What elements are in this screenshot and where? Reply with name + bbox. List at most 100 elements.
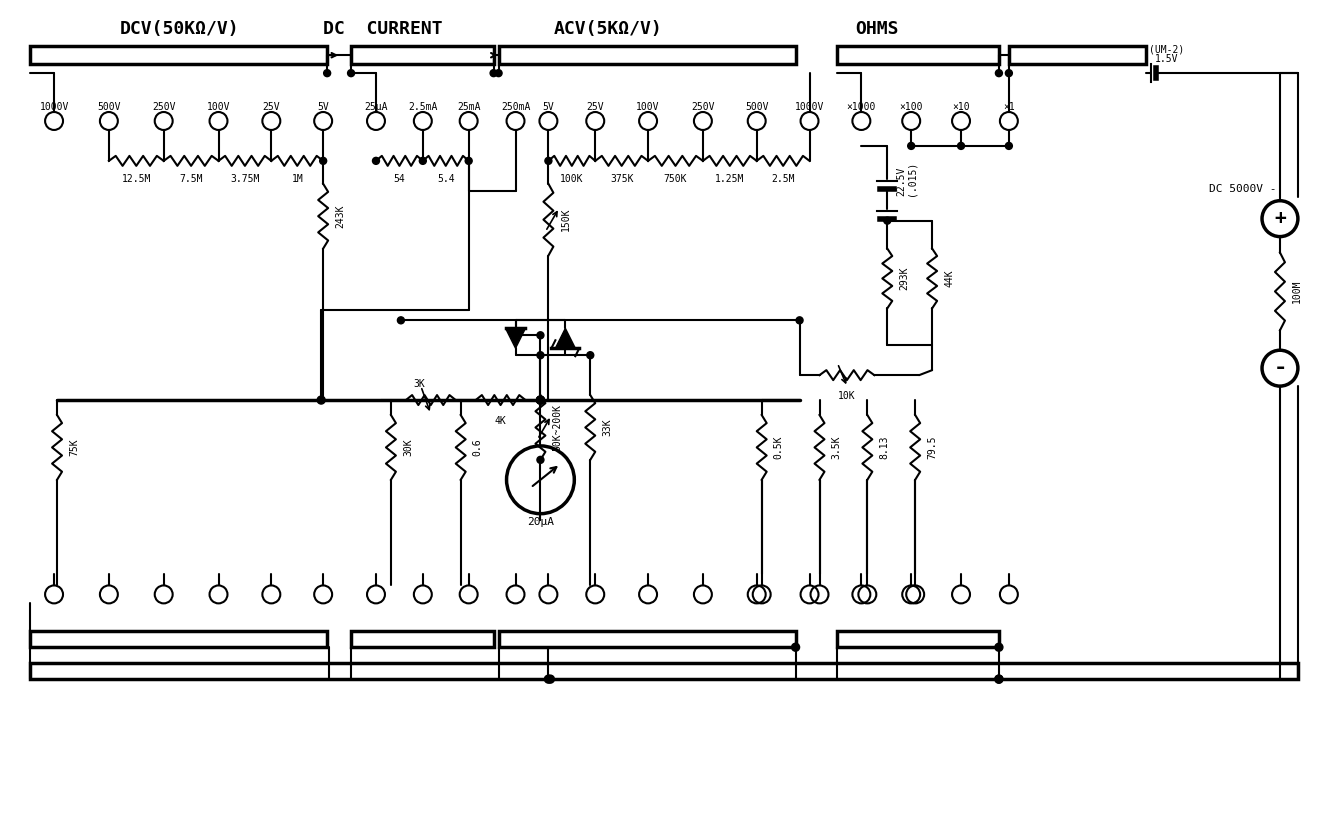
Text: 5V: 5V [318,102,329,112]
Text: 100K: 100K [561,174,583,184]
Text: 293K: 293K [900,266,909,291]
Text: DC 5000V -: DC 5000V - [1210,184,1277,194]
Bar [837,631,999,647]
Bar [30,631,327,647]
Circle shape [318,396,325,404]
Text: ACV(5KΩ/V): ACV(5KΩ/V) [554,20,662,38]
Circle shape [489,69,498,77]
Text: ×10: ×10 [952,102,970,112]
Text: 500V: 500V [746,102,768,112]
Text: 750K: 750K [664,174,687,184]
Circle shape [536,397,544,403]
Circle shape [995,676,1003,683]
Bar [499,631,795,647]
Text: 1M: 1M [291,174,303,184]
Text: 0.5K: 0.5K [774,436,783,459]
Circle shape [546,676,554,683]
Text: (UM-2): (UM-2) [1149,44,1184,54]
Text: 25mA: 25mA [457,102,480,112]
Text: 75K: 75K [68,438,79,456]
Text: 12.5M: 12.5M [122,174,152,184]
Circle shape [319,157,327,164]
Text: 10K: 10K [838,391,856,401]
Circle shape [373,157,380,164]
Bar [499,46,795,64]
Text: 25V: 25V [586,102,603,112]
Text: 33K: 33K [602,418,613,436]
Text: 0.6: 0.6 [472,438,483,456]
Bar [1008,46,1147,64]
Circle shape [995,643,1003,651]
Text: 79.5: 79.5 [927,436,937,459]
Text: 44K: 44K [944,270,953,287]
Text: 2.5M: 2.5M [771,174,795,184]
Circle shape [587,352,594,359]
Bar [837,46,999,64]
Circle shape [544,676,552,683]
Circle shape [908,143,915,149]
Text: 20μA: 20μA [527,517,554,527]
Circle shape [995,676,1003,683]
Bar [30,46,327,64]
Text: 50K~200K: 50K~200K [552,404,562,451]
Text: 22.5V: 22.5V [896,166,907,195]
Bar [351,631,493,647]
Polygon shape [506,328,526,348]
Text: 375K: 375K [610,174,633,184]
Text: 5.4: 5.4 [437,174,455,184]
Text: 54: 54 [393,174,405,184]
Text: 250mA: 250mA [500,102,530,112]
Circle shape [536,457,544,463]
Text: 3.5K: 3.5K [831,436,841,459]
Circle shape [1006,69,1012,77]
Bar [351,46,493,64]
Text: 250V: 250V [691,102,715,112]
Text: 5V: 5V [543,102,554,112]
Circle shape [544,157,552,164]
Text: 4K: 4K [495,416,507,426]
Text: 1.25M: 1.25M [715,174,744,184]
Circle shape [1006,143,1012,149]
Text: 30K: 30K [402,438,413,456]
Circle shape [957,143,964,149]
Circle shape [536,352,544,359]
Text: +: + [1274,209,1286,228]
Circle shape [420,157,426,164]
Circle shape [797,316,803,324]
Text: (.015): (.015) [907,160,916,195]
Text: 100V: 100V [207,102,231,112]
Text: 1000V: 1000V [795,102,825,112]
Circle shape [791,643,799,651]
Text: 8.13: 8.13 [880,436,889,459]
Text: 243K: 243K [335,205,345,228]
Text: 1.5V: 1.5V [1155,54,1179,64]
Text: -: - [1273,358,1286,378]
Bar [30,663,1298,679]
Text: 25μA: 25μA [365,102,388,112]
Circle shape [465,157,472,164]
Text: 1000V: 1000V [39,102,68,112]
Text: 150K: 150K [561,208,570,231]
Circle shape [397,316,405,324]
Text: ×100: ×100 [900,102,923,112]
Text: 3.75M: 3.75M [231,174,260,184]
Circle shape [323,69,331,77]
Polygon shape [555,328,575,348]
Text: 2.5mA: 2.5mA [408,102,437,112]
Text: 100V: 100V [637,102,660,112]
Circle shape [536,396,544,404]
Text: 7.5M: 7.5M [180,174,202,184]
Circle shape [995,69,1002,77]
Text: DCV(50KΩ/V): DCV(50KΩ/V) [119,20,240,38]
Text: 500V: 500V [97,102,121,112]
Text: 3K: 3K [413,379,425,389]
Text: ×1000: ×1000 [846,102,876,112]
Text: 25V: 25V [263,102,280,112]
Circle shape [347,69,354,77]
Text: 100M: 100M [1291,280,1302,303]
Circle shape [536,396,544,404]
Circle shape [536,396,544,404]
Circle shape [536,331,544,339]
Text: 250V: 250V [152,102,176,112]
Text: OHMS: OHMS [856,20,898,38]
